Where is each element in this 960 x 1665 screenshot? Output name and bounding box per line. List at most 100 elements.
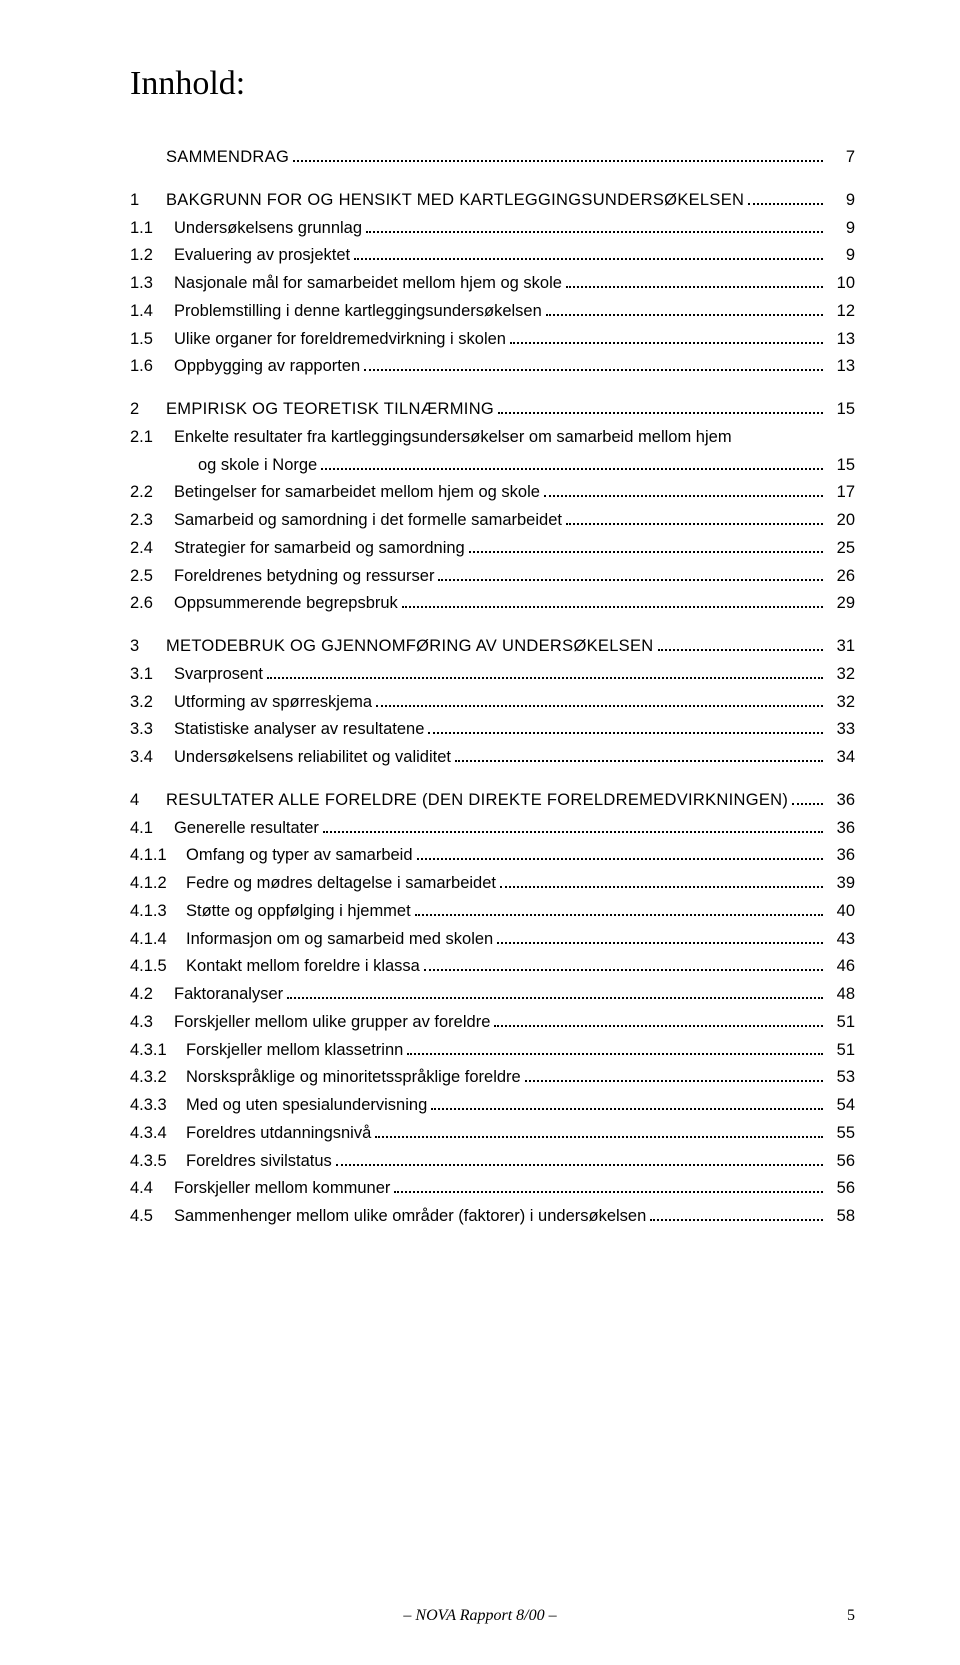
toc-page-number: 7 [827,145,855,170]
toc-label: Støtte og oppfølging i hjemmet [186,899,411,924]
toc-entry: 2.2Betingelser for samarbeidet mellom hj… [130,480,855,505]
toc-number: 4.3.4 [130,1121,186,1146]
toc-page-number: 55 [827,1121,855,1146]
toc-number: 4.1 [130,816,174,841]
toc-label: Enkelte resultater fra kartleggingsunder… [174,425,732,450]
toc-label: EMPIRISK OG TEORETISK TILNÆRMING [166,397,494,422]
toc-leader-dots [375,1136,823,1138]
toc-page-number: 58 [827,1204,855,1229]
toc-leader-dots [500,886,823,888]
toc-entry: og skole i Norge15 [130,453,855,478]
toc-entry: 4.1.3Støtte og oppfølging i hjemmet40 [130,899,855,924]
toc-entry: 3METODEBRUK OG GJENNOMFØRING AV UNDERSØK… [130,634,855,659]
toc-entry: 4.1.5Kontakt mellom foreldre i klassa46 [130,954,855,979]
toc-page-number: 13 [827,354,855,379]
toc-leader-dots [287,997,823,999]
toc-number: 1 [130,188,166,213]
toc-number: 4.2 [130,982,174,1007]
toc-page-number: 9 [827,243,855,268]
toc-page-number: 32 [827,662,855,687]
toc-number: 3.4 [130,745,174,770]
toc-leader-dots [415,914,823,916]
toc-number: 4.4 [130,1176,174,1201]
toc-label: Utforming av spørreskjema [174,690,372,715]
toc-page-number: 34 [827,745,855,770]
toc-number: 4.3.3 [130,1093,186,1118]
toc-entry: SAMMENDRAG7 [130,145,855,170]
toc-label: Norskspråklige og minoritetsspråklige fo… [186,1065,521,1090]
toc-page-number: 54 [827,1093,855,1118]
toc-leader-dots [566,286,823,288]
toc-leader-dots [498,412,823,414]
toc-label: Statistiske analyser av resultatene [174,717,424,742]
toc-entry: 2EMPIRISK OG TEORETISK TILNÆRMING15 [130,397,855,422]
toc-entry: 4.3.3Med og uten spesialundervisning54 [130,1093,855,1118]
toc-entry: 4.1.1Omfang og typer av samarbeid 36 [130,843,855,868]
toc-page-number: 10 [827,271,855,296]
toc-number: 1.4 [130,299,174,324]
toc-number: 1.6 [130,354,174,379]
toc-label: Generelle resultater [174,816,319,841]
toc-label: Strategier for samarbeid og samordning [174,536,465,561]
toc-entry: 2.1Enkelte resultater fra kartleggingsun… [130,425,855,450]
toc-page-number: 25 [827,536,855,561]
toc-leader-dots [650,1219,823,1221]
toc-number: 1.3 [130,271,174,296]
toc-leader-dots [293,160,823,162]
toc-label: Oppbygging av rapporten [174,354,360,379]
toc-leader-dots [469,551,823,553]
toc-page-number: 29 [827,591,855,616]
toc-leader-dots [792,803,823,805]
toc-leader-dots [494,1025,823,1027]
toc-page-number: 17 [827,480,855,505]
toc-leader-dots [428,732,823,734]
toc-number: 1.5 [130,327,174,352]
toc-page-number: 39 [827,871,855,896]
toc-entry: 4.3.4Foreldres utdanningsnivå55 [130,1121,855,1146]
page-title: Innhold: [130,65,855,103]
toc-label: Omfang og typer av samarbeid [186,843,413,868]
toc-leader-dots [438,579,823,581]
toc-leader-dots [544,495,823,497]
toc-leader-dots [323,831,823,833]
toc-number: 4.1.1 [130,843,186,868]
toc-leader-dots [455,760,823,762]
toc-page-number: 31 [827,634,855,659]
toc-entry: 4.3Forskjeller mellom ulike grupper av f… [130,1010,855,1035]
toc-entry: 4.4Forskjeller mellom kommuner56 [130,1176,855,1201]
toc-entry: 2.3Samarbeid og samordning i det formell… [130,508,855,533]
toc-leader-dots [510,342,823,344]
toc-label: Evaluering av prosjektet [174,243,350,268]
toc-entry: 4.1.2Fedre og mødres deltagelse i samarb… [130,871,855,896]
toc-entry: 4.3.5Foreldres sivilstatus 56 [130,1149,855,1174]
toc-entry: 4.2Faktoranalyser48 [130,982,855,1007]
toc-entry: 4.3.2Norskspråklige og minoritetsspråkli… [130,1065,855,1090]
toc-label: Foreldres sivilstatus [186,1149,332,1174]
toc-number: 2 [130,397,166,422]
toc-entry: 4.3.1Forskjeller mellom klassetrinn51 [130,1038,855,1063]
toc-label: Sammenhenger mellom ulike områder (fakto… [174,1204,646,1229]
toc-number: 2.4 [130,536,174,561]
toc-number: 4 [130,788,166,813]
toc-page-number: 48 [827,982,855,1007]
toc-number: 3.2 [130,690,174,715]
toc-page-number: 51 [827,1038,855,1063]
toc-number: 4.3.5 [130,1149,186,1174]
toc-page-number: 26 [827,564,855,589]
toc-number: 4.1.3 [130,899,186,924]
toc-leader-dots [417,858,823,860]
table-of-contents: SAMMENDRAG71BAKGRUNN FOR OG HENSIKT MED … [130,145,855,1229]
toc-page-number: 20 [827,508,855,533]
toc-number: 4.3 [130,1010,174,1035]
toc-page-number: 36 [827,843,855,868]
toc-leader-dots [658,649,824,651]
toc-page-number: 53 [827,1065,855,1090]
toc-page-number: 56 [827,1149,855,1174]
toc-entry: 3.1Svarprosent32 [130,662,855,687]
toc-number: 2.3 [130,508,174,533]
footer-text: – NOVA Rapport 8/00 – [403,1607,556,1624]
toc-leader-dots [407,1053,823,1055]
toc-leader-dots [424,969,823,971]
toc-leader-dots [364,369,823,371]
toc-number: 3.3 [130,717,174,742]
